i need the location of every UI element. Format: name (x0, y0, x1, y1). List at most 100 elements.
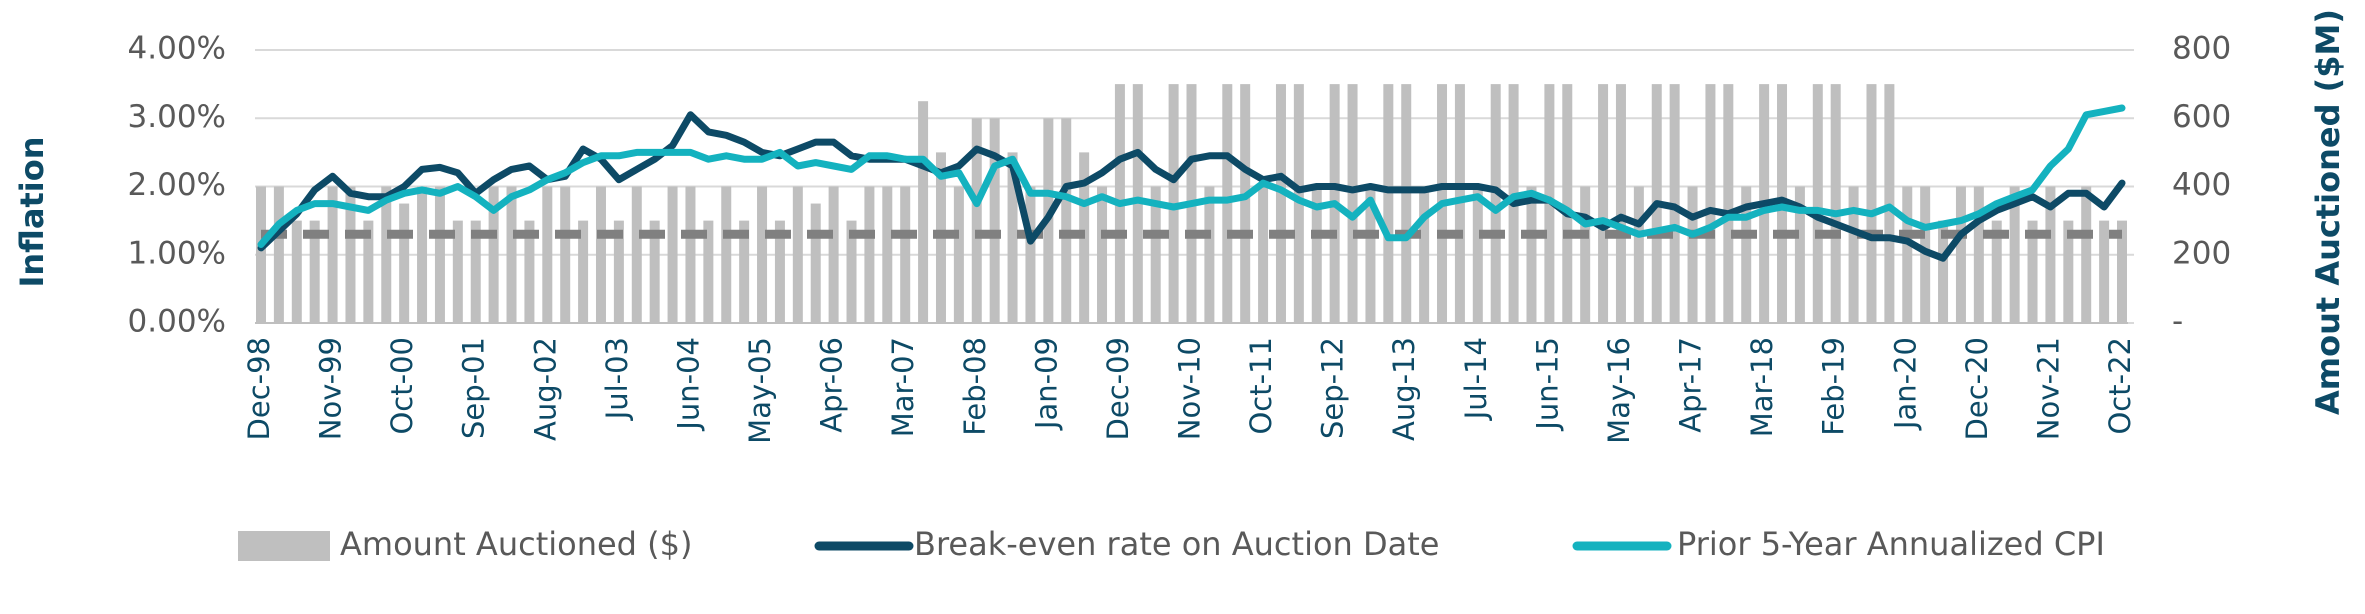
bar (774, 220, 785, 323)
bar (1007, 152, 1018, 323)
y2-tick-label: 600 (2172, 99, 2231, 135)
bar (1061, 118, 1072, 323)
bar (1633, 186, 1644, 323)
bar (381, 186, 392, 323)
bar (1275, 84, 1286, 323)
bar (560, 186, 571, 323)
x-tick-label: Apr-17 (1674, 337, 1708, 433)
legend-swatch (238, 531, 330, 561)
x-tick-label: Nov-21 (2031, 337, 2065, 440)
x-tick-label: Jun-04 (671, 337, 705, 432)
x-tick-label: Feb-19 (1817, 337, 1851, 436)
bar (452, 220, 463, 323)
bar (363, 220, 374, 323)
bar (900, 186, 911, 323)
bar (1687, 186, 1698, 323)
legend-label: Amount Auctioned ($) (340, 525, 692, 563)
bar (1383, 84, 1394, 323)
y2-tick-label: 400 (2172, 167, 2231, 203)
bar (345, 186, 356, 323)
bar (1419, 186, 1430, 323)
x-tick-label: Jan-20 (1888, 337, 1922, 431)
bar (810, 203, 821, 323)
bar (1025, 186, 1036, 323)
bar (291, 220, 302, 323)
y-tick-label: 3.00% (128, 99, 226, 135)
bar (2117, 220, 2127, 323)
bar (309, 220, 320, 323)
bar (882, 186, 893, 323)
x-tick-label: Mar-18 (1745, 337, 1779, 437)
bar (631, 186, 642, 323)
legend: Amount Auctioned ($) Break-even rate on A… (238, 525, 2105, 563)
bar (1938, 220, 1949, 323)
x-tick-label: Nov-10 (1173, 337, 1207, 440)
bar (739, 220, 750, 323)
bar (399, 203, 410, 323)
legend-label: Break-even rate on Auction Date (914, 525, 1439, 563)
bar (506, 186, 517, 323)
x-tick-label: Mar-07 (886, 337, 920, 437)
x-tick-label: Dec-98 (242, 337, 276, 440)
x-tick-label: Aug-02 (528, 337, 562, 441)
bar (1562, 84, 1573, 323)
x-tick-label: Oct-00 (385, 337, 419, 435)
bar (971, 118, 982, 323)
lines (257, 104, 2126, 262)
bar (434, 186, 445, 323)
bar (488, 186, 499, 323)
y2-tick-label: 200 (2172, 235, 2231, 271)
bar (1150, 186, 1161, 323)
bar (470, 220, 481, 323)
bar (1490, 84, 1501, 323)
bar (1204, 186, 1215, 323)
bar (864, 186, 875, 323)
x-tick-label: May-16 (1602, 337, 1636, 444)
bar (1991, 220, 2002, 323)
bar (1973, 186, 1984, 323)
bar (1580, 186, 1591, 323)
bar (721, 186, 732, 323)
x-tick-label: Jan-09 (1029, 337, 1063, 431)
x-tick-label: Dec-20 (1960, 337, 1994, 440)
x-tick-label: Feb-08 (958, 337, 992, 436)
x-tick-label: Oct-22 (2103, 337, 2137, 435)
line (257, 104, 2126, 248)
bar (1526, 186, 1537, 323)
bar (1311, 186, 1322, 323)
bar (2045, 186, 2056, 323)
bar (256, 186, 266, 323)
y2-tick-label: - (2172, 304, 2183, 340)
bar (2063, 220, 2074, 323)
x-tick-label: Aug-13 (1387, 337, 1421, 441)
bar (1866, 84, 1877, 323)
y-tick-label: 1.00% (128, 235, 226, 271)
bar (542, 186, 553, 323)
bar (828, 186, 839, 323)
y-tick-label: 4.00% (128, 31, 226, 67)
bar (953, 186, 964, 323)
x-tick-label: May-05 (743, 337, 777, 444)
bar (1794, 186, 1805, 323)
x-tick-label: Jul-14 (1459, 337, 1493, 421)
x-tick-label: Sep-01 (457, 337, 491, 439)
bar (649, 220, 660, 323)
bar (273, 186, 284, 323)
y2-tick-label: 800 (2172, 31, 2231, 67)
bar (1812, 84, 1823, 323)
x-tick-label: Jul-03 (600, 337, 634, 421)
bar (1741, 186, 1752, 323)
y-tick-label: 0.00% (128, 304, 226, 340)
bar (1347, 84, 1358, 323)
x-tick-label: Sep-12 (1316, 337, 1350, 439)
bar (703, 220, 714, 323)
bar (918, 101, 929, 323)
bar (2009, 186, 2020, 323)
bar (792, 186, 803, 323)
legend-label: Prior 5-Year Annualized CPI (1677, 525, 2105, 563)
x-tick-label: Apr-06 (815, 337, 849, 433)
bar (1365, 186, 1376, 323)
bar (1401, 84, 1412, 323)
bar (595, 186, 606, 323)
